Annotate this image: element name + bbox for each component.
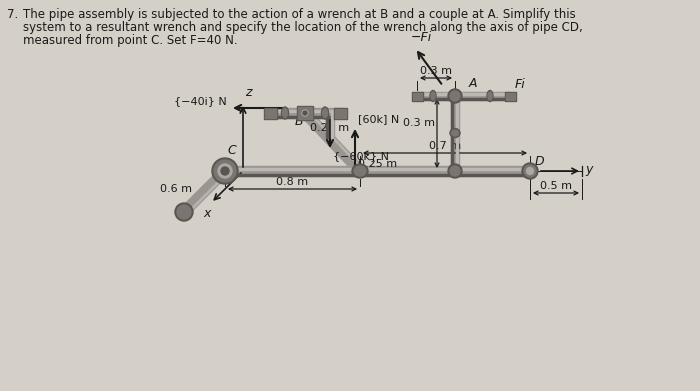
Ellipse shape [302, 110, 308, 116]
Ellipse shape [430, 90, 436, 102]
Bar [451, 96, 459, 171]
Text: D: D [535, 155, 545, 168]
Text: 0.6 m: 0.6 m [160, 183, 193, 194]
Ellipse shape [448, 89, 462, 103]
Bar [417, 99, 510, 100]
Text: 7.: 7. [7, 8, 18, 21]
Text: [60k] N: [60k] N [358, 114, 399, 124]
Ellipse shape [488, 92, 492, 100]
Ellipse shape [354, 166, 366, 176]
Bar [412, 91, 423, 100]
Bar [267, 110, 343, 111]
Ellipse shape [175, 203, 193, 221]
Ellipse shape [177, 205, 191, 219]
Ellipse shape [450, 166, 460, 176]
Bar [267, 116, 343, 118]
Ellipse shape [450, 91, 460, 101]
Text: measured from point C. Set F=40 N.: measured from point C. Set F=40 N. [23, 34, 237, 47]
Ellipse shape [431, 92, 435, 100]
Bar [451, 96, 453, 171]
Bar [456, 96, 458, 171]
Bar [505, 91, 515, 100]
Text: 0.3 m: 0.3 m [420, 66, 452, 76]
Bar [267, 108, 343, 118]
Ellipse shape [452, 130, 458, 136]
Text: Fi: Fi [515, 78, 526, 91]
Ellipse shape [281, 107, 288, 119]
Text: {−40i} N: {−40i} N [174, 96, 227, 106]
Text: 0.25 m: 0.25 m [310, 123, 349, 133]
Text: −Fi: −Fi [411, 31, 433, 44]
Bar [412, 93, 421, 99]
Bar [297, 106, 313, 120]
Text: The pipe assembly is subjected to the action of a wrench at B and a couple at A.: The pipe assembly is subjected to the ac… [23, 8, 575, 21]
Bar [333, 108, 346, 118]
Bar [326, 113, 328, 138]
Ellipse shape [218, 164, 232, 178]
Ellipse shape [323, 108, 328, 118]
Bar [417, 92, 510, 100]
Bar [417, 93, 510, 95]
Ellipse shape [522, 163, 538, 179]
Ellipse shape [448, 164, 462, 178]
Text: y: y [585, 163, 592, 176]
Bar [225, 166, 530, 176]
Text: 0.3 m: 0.3 m [403, 118, 435, 129]
Text: A: A [469, 77, 477, 90]
Text: C: C [227, 144, 236, 157]
Ellipse shape [524, 165, 536, 177]
Bar [505, 93, 514, 99]
Ellipse shape [487, 90, 493, 102]
Polygon shape [302, 109, 363, 174]
Text: z: z [245, 86, 251, 99]
Bar [225, 168, 530, 170]
Ellipse shape [214, 160, 236, 182]
Bar [225, 174, 530, 176]
Bar [265, 108, 276, 118]
Text: x: x [203, 207, 211, 220]
Bar [326, 113, 334, 138]
Polygon shape [181, 167, 228, 215]
Ellipse shape [212, 158, 238, 184]
Text: 0.5 m: 0.5 m [540, 181, 572, 191]
Ellipse shape [450, 129, 460, 138]
Bar [331, 113, 332, 138]
Text: 0.7 m: 0.7 m [429, 141, 461, 151]
Bar [298, 107, 312, 119]
Ellipse shape [283, 108, 288, 118]
Ellipse shape [526, 167, 533, 174]
Text: 0.8 m: 0.8 m [276, 177, 309, 187]
Polygon shape [307, 110, 363, 169]
Text: {−60k} N: {−60k} N [333, 151, 389, 161]
Text: system to a resultant wrench and specify the location of the wrench along the ax: system to a resultant wrench and specify… [23, 21, 582, 34]
Text: 0.25 m: 0.25 m [358, 159, 397, 169]
Ellipse shape [221, 167, 229, 175]
Bar [335, 108, 346, 118]
Text: B: B [295, 115, 303, 128]
Polygon shape [186, 173, 228, 215]
Ellipse shape [303, 111, 307, 115]
Bar [263, 108, 276, 118]
Ellipse shape [321, 107, 328, 119]
Ellipse shape [352, 164, 368, 178]
